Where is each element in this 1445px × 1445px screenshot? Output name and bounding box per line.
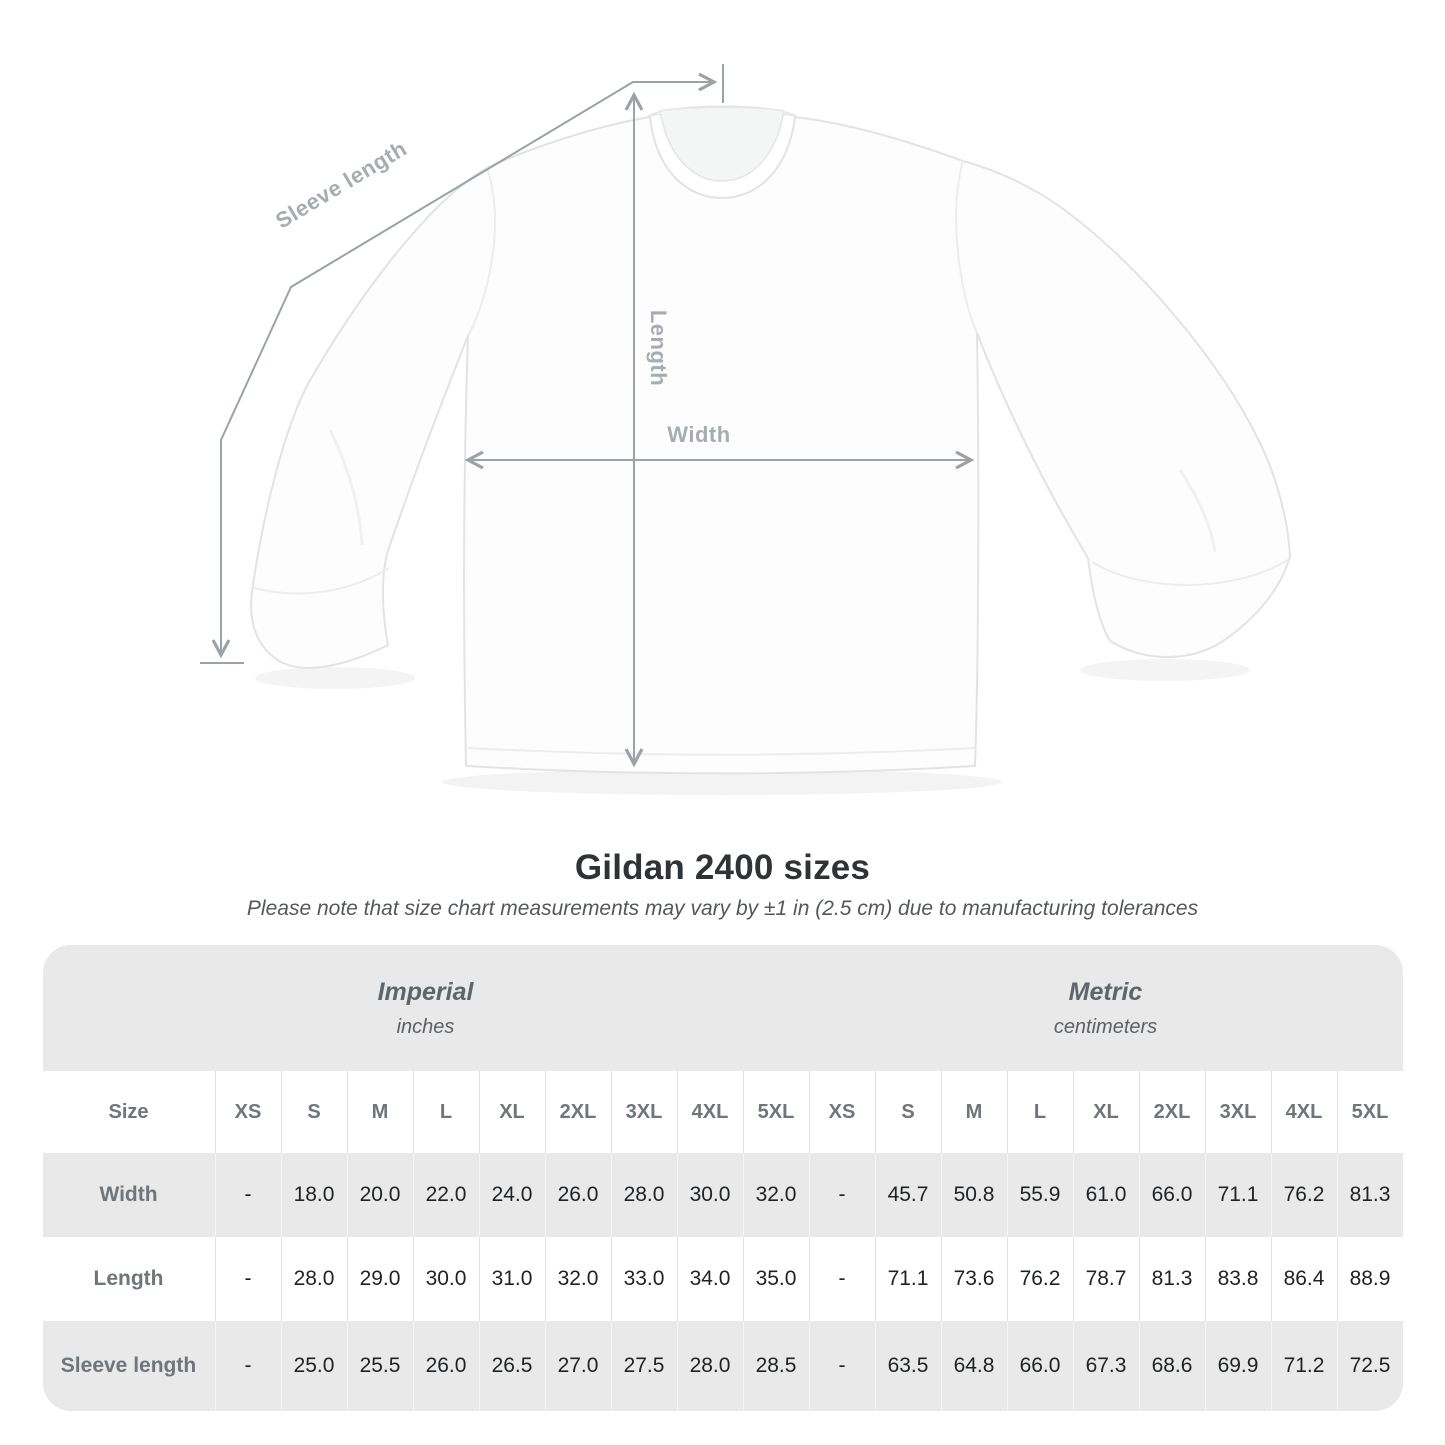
metric-group-title: Metric bbox=[1068, 977, 1143, 1006]
width-metric-value: 81.3 bbox=[1336, 1153, 1403, 1237]
width-imperial-value: 30.0 bbox=[676, 1153, 743, 1237]
sleeve-metric-value: 72.5 bbox=[1336, 1321, 1403, 1411]
sleeve-imperial-value: 25.5 bbox=[346, 1321, 413, 1411]
length-metric-value: - bbox=[808, 1237, 875, 1321]
width-imperial-value: 32.0 bbox=[742, 1153, 809, 1237]
shirt-illustration: Sleeve length Length Width bbox=[200, 64, 1291, 795]
sleeve-imperial-value: 28.0 bbox=[676, 1321, 743, 1411]
length-imperial-value: 32.0 bbox=[544, 1237, 611, 1321]
length-imperial-value: 33.0 bbox=[610, 1237, 677, 1321]
row-label: Sleeve length bbox=[60, 1354, 197, 1377]
sleeve-metric-value: 64.8 bbox=[940, 1321, 1007, 1411]
sleeve-length-line bbox=[211, 72, 718, 659]
length-metric-value: 88.9 bbox=[1336, 1237, 1403, 1321]
size-header-metric-s: S bbox=[874, 1071, 941, 1153]
size-header-metric-m: M bbox=[940, 1071, 1007, 1153]
width-label: Width bbox=[667, 422, 730, 447]
width-metric-value: 50.8 bbox=[940, 1153, 1007, 1237]
sleeve-metric-value: 71.2 bbox=[1270, 1321, 1337, 1411]
imperial-group: Imperial inches bbox=[43, 945, 809, 1071]
width-metric-value: 71.1 bbox=[1204, 1153, 1271, 1237]
sleeve-metric-value: 69.9 bbox=[1204, 1321, 1271, 1411]
row-label: Length bbox=[93, 1267, 164, 1290]
size-header-imperial-2xl: 2XL bbox=[544, 1071, 611, 1153]
unit-header-row: Imperial inches Metric centimeters bbox=[42, 945, 1403, 1071]
dimension-lines bbox=[200, 64, 975, 768]
size-header-imperial-xs: XS bbox=[214, 1071, 281, 1153]
size-header-imperial-4xl: 4XL bbox=[676, 1071, 743, 1153]
sleeve-imperial-value: 28.5 bbox=[742, 1321, 809, 1411]
size-header-metric-xs: XS bbox=[808, 1071, 875, 1153]
sleeve-length-label: Sleeve length bbox=[271, 136, 411, 234]
sleeve-imperial-value: 27.0 bbox=[544, 1321, 611, 1411]
size-header-metric-l: L bbox=[1006, 1071, 1073, 1153]
width-imperial-value: 26.0 bbox=[544, 1153, 611, 1237]
length-metric-value: 76.2 bbox=[1006, 1237, 1073, 1321]
sleeve-imperial-value: - bbox=[214, 1321, 281, 1411]
sleeve-metric-value: 63.5 bbox=[874, 1321, 941, 1411]
metric-group: Metric centimeters bbox=[809, 945, 1403, 1071]
sleeve-imperial-value: 25.0 bbox=[280, 1321, 347, 1411]
size-column-header: Size bbox=[108, 1100, 149, 1123]
imperial-group-unit: inches bbox=[396, 1015, 455, 1038]
width-imperial-value: 28.0 bbox=[610, 1153, 677, 1237]
table-row-length: Length - 28.0 29.0 30.0 31.0 32.0 33.0 3… bbox=[42, 1237, 1403, 1321]
sleeve-metric-value: 66.0 bbox=[1006, 1321, 1073, 1411]
length-metric-value: 83.8 bbox=[1204, 1237, 1271, 1321]
table-row-sleeve-length: Sleeve length - 25.0 25.5 26.0 26.5 27.0… bbox=[42, 1321, 1403, 1411]
width-metric-value: 45.7 bbox=[874, 1153, 941, 1237]
length-imperial-value: - bbox=[214, 1237, 281, 1321]
size-header-metric-3xl: 3XL bbox=[1204, 1071, 1271, 1153]
size-header-imperial-l: L bbox=[412, 1071, 479, 1153]
length-imperial-value: 30.0 bbox=[412, 1237, 479, 1321]
width-metric-value: 66.0 bbox=[1138, 1153, 1205, 1237]
length-imperial-value: 34.0 bbox=[676, 1237, 743, 1321]
sleeve-metric-value: 68.6 bbox=[1138, 1321, 1205, 1411]
sleeve-imperial-value: 26.5 bbox=[478, 1321, 545, 1411]
size-header-metric-5xl: 5XL bbox=[1336, 1071, 1403, 1153]
sleeve-metric-value: - bbox=[808, 1321, 875, 1411]
length-metric-value: 71.1 bbox=[874, 1237, 941, 1321]
sleeve-imperial-value: 26.0 bbox=[412, 1321, 479, 1411]
size-header-metric-2xl: 2XL bbox=[1138, 1071, 1205, 1153]
length-imperial-value: 31.0 bbox=[478, 1237, 545, 1321]
size-header-imperial-xl: XL bbox=[478, 1071, 545, 1153]
tolerance-note: Please note that size chart measurements… bbox=[246, 897, 1199, 920]
size-header-imperial-5xl: 5XL bbox=[742, 1071, 809, 1153]
size-header-imperial-3xl: 3XL bbox=[610, 1071, 677, 1153]
width-imperial-value: - bbox=[214, 1153, 281, 1237]
size-chart-table: Imperial inches Metric centimeters Size … bbox=[42, 945, 1403, 1411]
width-metric-value: 61.0 bbox=[1072, 1153, 1139, 1237]
size-header-metric-4xl: 4XL bbox=[1270, 1071, 1337, 1153]
length-metric-value: 78.7 bbox=[1072, 1237, 1139, 1321]
length-label: Length bbox=[646, 310, 671, 386]
size-header-row: Size XS S M L XL 2XL 3XL 4XL 5XL XS S M … bbox=[42, 1071, 1403, 1153]
sleeve-imperial-value: 27.5 bbox=[610, 1321, 677, 1411]
width-imperial-value: 22.0 bbox=[412, 1153, 479, 1237]
width-metric-value: 76.2 bbox=[1270, 1153, 1337, 1237]
metric-group-unit: centimeters bbox=[1053, 1015, 1158, 1038]
size-header-imperial-m: M bbox=[346, 1071, 413, 1153]
soft-shadow bbox=[255, 659, 1250, 795]
width-imperial-value: 18.0 bbox=[280, 1153, 347, 1237]
width-metric-value: 55.9 bbox=[1006, 1153, 1073, 1237]
length-imperial-value: 29.0 bbox=[346, 1237, 413, 1321]
row-label: Width bbox=[99, 1183, 158, 1206]
width-imperial-value: 20.0 bbox=[346, 1153, 413, 1237]
width-imperial-value: 24.0 bbox=[478, 1153, 545, 1237]
size-header-metric-xl: XL bbox=[1072, 1071, 1139, 1153]
table-row-width: Width - 18.0 20.0 22.0 24.0 26.0 28.0 30… bbox=[42, 1153, 1403, 1237]
length-metric-value: 81.3 bbox=[1138, 1237, 1205, 1321]
page-title: Gildan 2400 sizes bbox=[574, 848, 871, 887]
width-metric-value: - bbox=[808, 1153, 875, 1237]
length-imperial-value: 35.0 bbox=[742, 1237, 809, 1321]
imperial-group-title: Imperial bbox=[377, 977, 474, 1006]
size-header-imperial-s: S bbox=[280, 1071, 347, 1153]
length-imperial-value: 28.0 bbox=[280, 1237, 347, 1321]
length-metric-value: 86.4 bbox=[1270, 1237, 1337, 1321]
sleeve-metric-value: 67.3 bbox=[1072, 1321, 1139, 1411]
shirt-measurement-diagram: Sleeve length Length Width bbox=[200, 64, 1291, 795]
length-metric-value: 73.6 bbox=[940, 1237, 1007, 1321]
